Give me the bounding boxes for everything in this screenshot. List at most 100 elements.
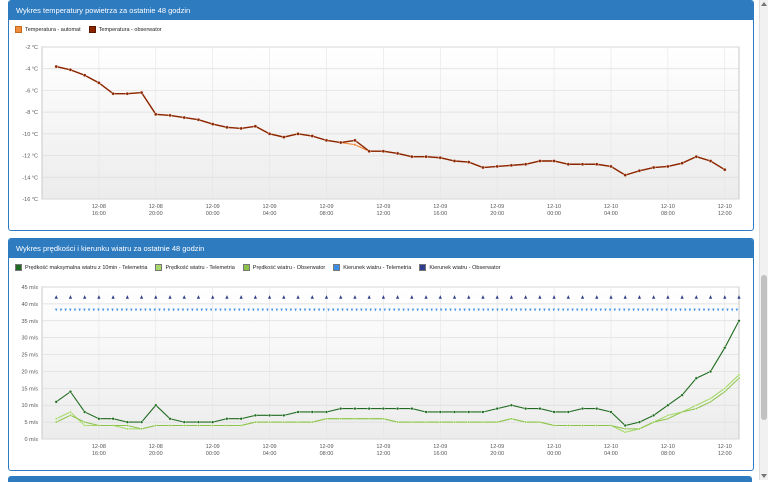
data-point — [495, 407, 499, 411]
wind-direction-marker — [280, 308, 283, 312]
wind-direction-observer-marker — [566, 295, 570, 299]
wind-direction-marker — [275, 308, 279, 312]
scroll-up-icon[interactable] — [761, 2, 767, 6]
page-scrollbar[interactable] — [759, 0, 768, 480]
data-point — [225, 424, 229, 427]
legend-item-temp-observer[interactable]: Temperatura - obserwator — [88, 26, 162, 33]
wind-direction-marker — [134, 308, 138, 312]
data-point — [709, 397, 712, 400]
data-point — [538, 420, 542, 424]
wind-direction-marker — [360, 308, 363, 312]
data-point — [580, 407, 585, 411]
wind-direction-observer-marker — [666, 295, 670, 299]
wind-direction-marker — [336, 308, 340, 312]
x-tick-label: 12-10 — [547, 444, 561, 450]
data-point — [139, 420, 144, 424]
data-point — [225, 417, 229, 421]
x-tick-label: 16:00 — [433, 211, 447, 217]
data-point — [452, 159, 457, 163]
wind-direction-observer-marker — [211, 295, 215, 299]
x-tick-label: 12-09 — [433, 204, 447, 210]
wind-direction-marker — [181, 308, 185, 312]
x-tick-label: 12-10 — [604, 444, 618, 450]
data-point — [54, 400, 58, 404]
plot-area — [41, 286, 740, 440]
wind-direction-marker — [191, 308, 194, 312]
data-point — [97, 81, 101, 85]
x-tick-label: 20:00 — [490, 451, 504, 457]
data-point — [708, 159, 713, 163]
wind-direction-marker — [294, 308, 297, 312]
wind-direction-marker — [430, 308, 433, 312]
data-point — [538, 159, 542, 163]
wind-panel: Wykres prędkości i kierunku wiatru za os… — [8, 238, 754, 471]
legend-item-wind-max[interactable]: Prędkość maksymalna wiatru z 10min - Tel… — [15, 264, 147, 271]
wind-direction-observer-marker — [381, 295, 385, 299]
x-tick-label: 12-09 — [319, 444, 333, 450]
y-tick-label: 40 m/s — [21, 302, 38, 308]
x-tick-label: 12:00 — [718, 451, 732, 457]
legend-item-dir-observer[interactable]: Kierunek wiatru - Obserwator — [419, 264, 501, 271]
wind-direction-observer-marker — [111, 295, 115, 299]
x-tick-label: 12-09 — [263, 204, 277, 210]
data-point — [125, 427, 129, 431]
legend-item-wind-observer[interactable]: Prędkość wiatru - Obserwator — [242, 264, 325, 271]
data-point — [54, 417, 58, 421]
legend-item-dir-telemetry[interactable]: Kierunek wiatru - Telemetria — [333, 264, 411, 271]
data-point — [367, 407, 371, 411]
wind-direction-observer-marker — [239, 295, 243, 299]
wind-direction-observer-marker — [353, 295, 357, 299]
data-point — [353, 143, 357, 147]
data-point — [709, 400, 712, 404]
wind-direction-marker — [59, 308, 63, 312]
x-tick-label: 04:00 — [604, 451, 618, 457]
wind-direction-marker — [64, 308, 67, 312]
wind-direction-observer-marker — [723, 295, 727, 299]
data-point — [168, 417, 172, 421]
data-point — [424, 154, 428, 159]
wind-direction-marker — [571, 308, 574, 312]
data-point — [722, 167, 727, 172]
legend-item-wind-telemetry[interactable]: Prędkość wiatru - Telemetria — [155, 264, 235, 271]
wind-direction-marker — [205, 308, 208, 312]
wind-direction-marker — [735, 308, 739, 312]
wind-direction-marker — [632, 308, 635, 312]
wind-direction-marker — [411, 308, 415, 312]
x-tick-label: 04:00 — [263, 211, 277, 217]
data-point — [524, 420, 527, 424]
legend-item-temp-automat[interactable]: Temperatura - automat — [15, 26, 81, 33]
data-point — [239, 126, 243, 131]
x-tick-label: 12:00 — [718, 211, 732, 217]
wind-direction-marker — [313, 308, 316, 312]
wind-panel-title: Wykres prędkości i kierunku wiatru za os… — [9, 239, 753, 258]
wind-direction-marker — [238, 308, 241, 312]
wind-direction-marker — [148, 308, 152, 312]
data-point — [367, 149, 371, 154]
wind-direction-marker — [637, 308, 640, 312]
y-tick-label: -8 °C — [25, 110, 38, 116]
wind-direction-observer-marker — [438, 295, 442, 299]
data-point — [97, 417, 101, 421]
data-point — [82, 73, 87, 78]
y-tick-label: 45 m/s — [21, 285, 38, 291]
wind-direction-marker — [599, 308, 602, 312]
scroll-thumb[interactable] — [761, 275, 767, 420]
wind-direction-marker — [655, 308, 659, 312]
wind-direction-marker — [317, 308, 321, 312]
wind-direction-observer-marker — [310, 295, 314, 299]
x-tick-label: 08:00 — [320, 211, 334, 217]
scroll-down-icon[interactable] — [761, 474, 767, 478]
y-tick-label: 10 m/s — [21, 403, 38, 409]
wind-direction-marker — [125, 308, 128, 312]
x-tick-label: 12-10 — [661, 204, 675, 210]
data-point — [296, 410, 300, 414]
data-point — [666, 164, 670, 169]
data-point — [324, 410, 329, 414]
data-point — [97, 424, 101, 427]
wind-direction-marker — [392, 308, 396, 312]
data-point — [552, 159, 556, 163]
wind-direction-marker — [261, 308, 264, 312]
data-point — [353, 138, 357, 143]
wind-direction-marker — [684, 308, 687, 312]
data-point — [481, 420, 485, 424]
